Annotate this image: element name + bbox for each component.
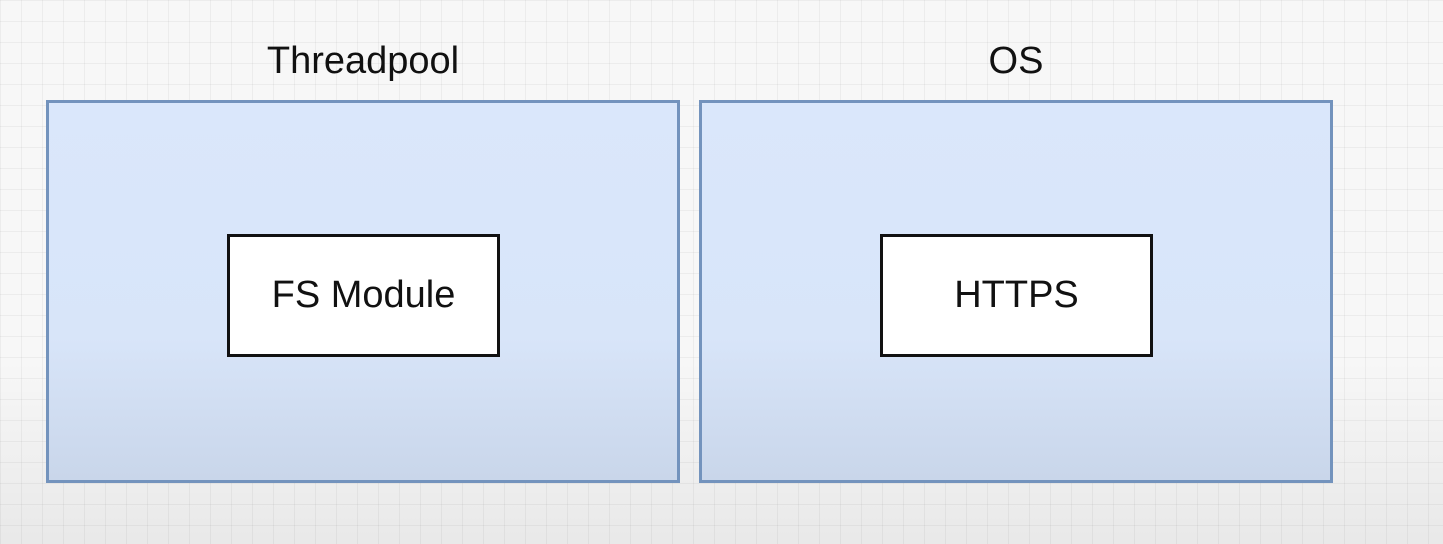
os-title: OS — [988, 40, 1044, 82]
os-container: HTTPS — [699, 100, 1333, 483]
https-module-box: HTTPS — [880, 234, 1153, 357]
fs-module-box: FS Module — [227, 234, 500, 357]
fs-module-label: FS Module — [271, 274, 456, 316]
https-module-label: HTTPS — [954, 274, 1079, 316]
threadpool-title: Threadpool — [266, 40, 460, 82]
threadpool-container: FS Module — [46, 100, 680, 483]
